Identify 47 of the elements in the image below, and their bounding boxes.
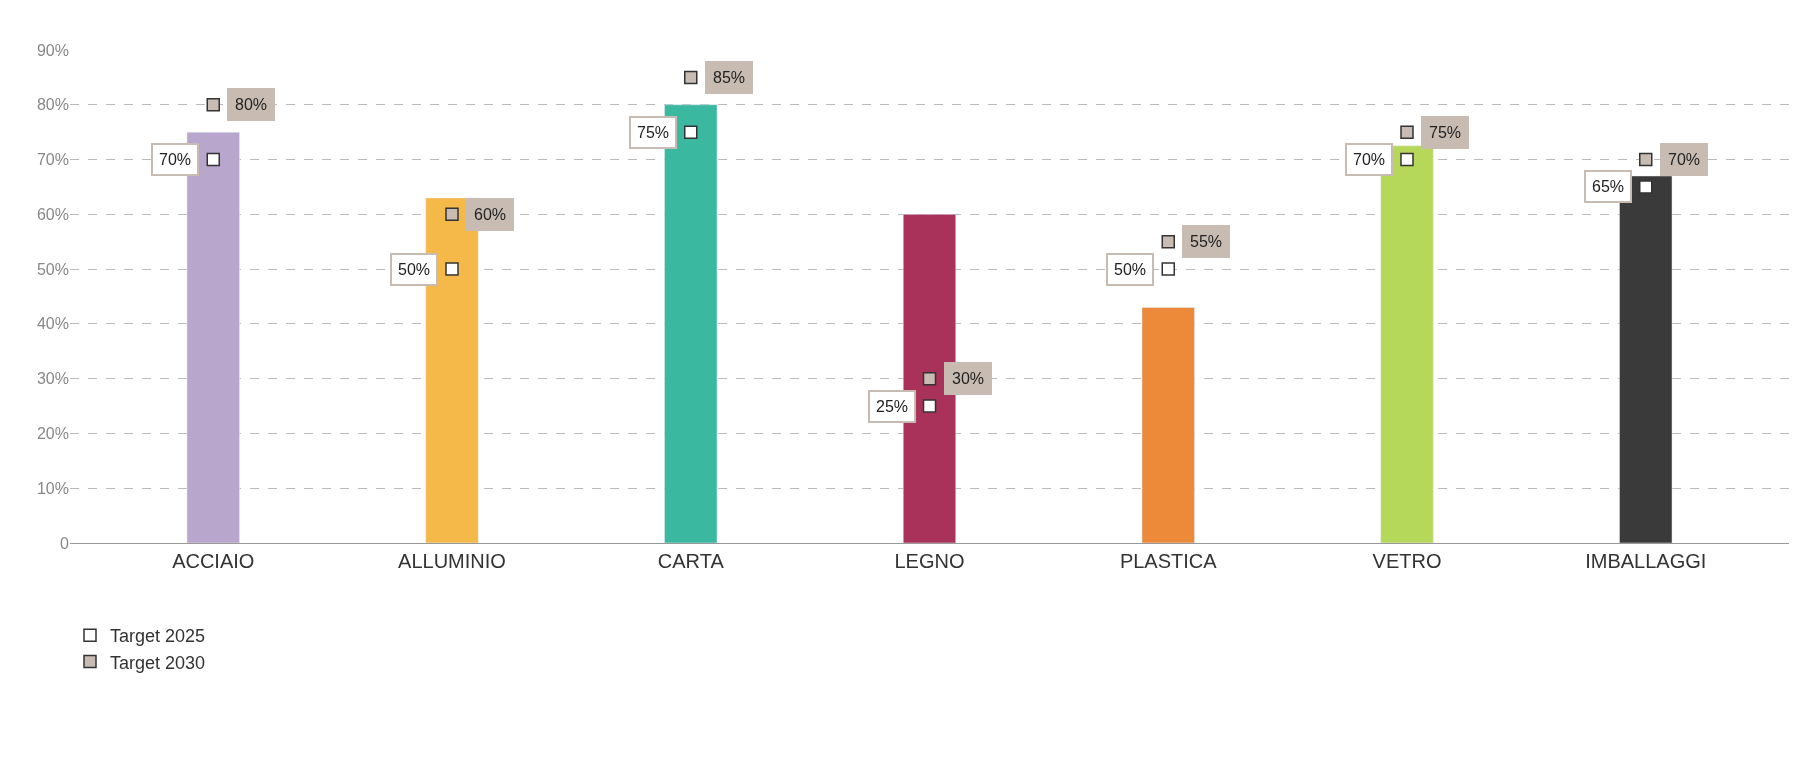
point [922, 371, 937, 386]
legend-label: Target 2025 [110, 626, 206, 647]
point [1400, 125, 1414, 139]
x-tick-label: ALLUMINIO [398, 550, 506, 572]
data-label: 70% [1668, 151, 1701, 168]
data-label: 50% [1114, 261, 1147, 278]
data-label: 25% [876, 398, 909, 415]
point [1639, 180, 1653, 194]
point [684, 125, 698, 139]
data-label: 80% [235, 96, 268, 113]
point [684, 70, 698, 85]
bar [1141, 307, 1195, 543]
point [922, 399, 937, 413]
y-tick-label: 60% [36, 205, 69, 223]
data-label: 75% [637, 124, 670, 141]
y-tick-label: 40% [36, 315, 69, 333]
x-tick-label: LEGNO [894, 550, 965, 572]
x-tick-label: CARTA [657, 550, 725, 572]
data-label: 75% [1429, 124, 1462, 141]
legend-label: Target 2030 [110, 652, 206, 673]
data-label: 70% [1353, 151, 1386, 168]
x-tick-label: PLASTICA [1119, 550, 1218, 572]
point [206, 152, 220, 167]
data-label: 70% [159, 151, 192, 168]
data-label: 85% [713, 69, 746, 86]
y-tick-label: 20% [36, 425, 69, 443]
y-tick-label: 10% [36, 479, 69, 497]
point [206, 98, 220, 112]
y-tick-label: 30% [36, 370, 69, 388]
point [445, 262, 459, 276]
x-tick-label: VETRO [1372, 550, 1442, 572]
data-label: 65% [1592, 178, 1625, 195]
x-tick-label: IMBALLAGGI [1585, 550, 1707, 572]
point [1400, 152, 1414, 167]
y-tick-label: 50% [36, 260, 69, 278]
y-tick-label: 90% [36, 41, 69, 59]
y-tick-label: 0 [60, 534, 70, 552]
x-tick-label: ACCIAIO [172, 550, 255, 572]
data-label: 50% [398, 261, 431, 278]
point [445, 207, 459, 222]
data-label: 60% [474, 206, 507, 223]
y-tick-label: 80% [36, 96, 69, 114]
point [1161, 234, 1175, 249]
point [1639, 152, 1653, 167]
data-label: 30% [952, 370, 985, 387]
data-label: 55% [1190, 233, 1223, 250]
y-tick-label: 70% [36, 151, 69, 169]
